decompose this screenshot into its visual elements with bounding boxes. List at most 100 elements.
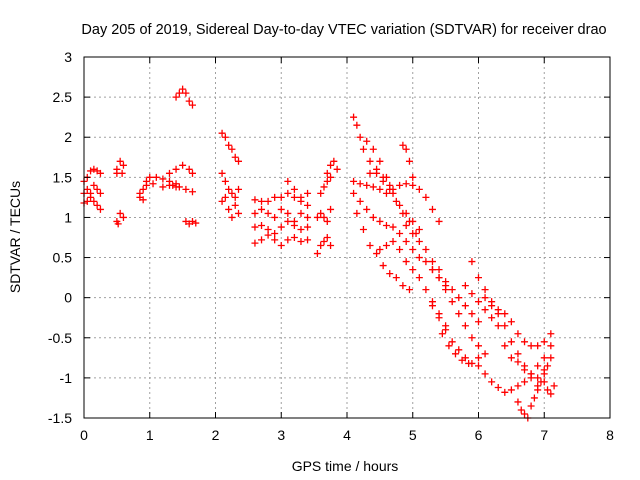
data-point: [83, 197, 91, 205]
series-early-d: [113, 157, 127, 177]
data-point: [547, 342, 555, 350]
data-point: [468, 290, 476, 298]
data-point: [235, 157, 243, 165]
data-point: [514, 398, 522, 406]
y-tick-label: 1: [64, 209, 72, 225]
series-hour2-d: [251, 189, 312, 205]
data-point: [114, 220, 122, 228]
data-point: [376, 157, 384, 165]
data-point: [544, 386, 552, 394]
data-point: [415, 225, 423, 233]
data-point: [475, 354, 482, 362]
data-point: [517, 406, 525, 414]
data-point: [277, 205, 285, 213]
data-point: [389, 238, 397, 246]
data-point: [350, 189, 358, 197]
data-point: [172, 165, 180, 173]
data-point: [228, 145, 236, 153]
data-point: [327, 205, 335, 213]
data-point: [119, 161, 127, 169]
data-point: [221, 133, 229, 141]
data-point: [442, 286, 450, 294]
data-point: [96, 169, 104, 177]
data-point: [225, 141, 233, 149]
series-hour1-f: [182, 217, 200, 228]
data-point: [402, 180, 410, 188]
data-point: [534, 342, 542, 350]
data-point: [534, 382, 542, 390]
data-point: [540, 370, 548, 378]
data-point: [448, 338, 456, 346]
data-point: [363, 181, 371, 189]
data-point: [550, 382, 558, 390]
data-point: [494, 322, 502, 330]
series-early-a: [80, 165, 104, 185]
data-point: [175, 183, 183, 191]
data-point: [356, 197, 364, 205]
data-point: [188, 101, 196, 109]
data-point: [547, 390, 555, 398]
data-point: [514, 382, 522, 390]
data-point: [521, 378, 529, 386]
data-point: [159, 175, 167, 183]
data-point: [353, 121, 361, 129]
data-point: [290, 221, 298, 229]
data-point: [481, 370, 489, 378]
data-point: [540, 354, 548, 362]
data-point: [356, 133, 364, 141]
data-point: [540, 338, 548, 346]
data-point: [409, 266, 417, 274]
data-point: [188, 169, 196, 177]
data-point: [405, 286, 413, 294]
series-hour2-e: [251, 205, 312, 225]
series-main-d: [350, 177, 443, 225]
data-point: [382, 221, 390, 229]
data-point: [172, 93, 180, 101]
data-point: [412, 229, 420, 237]
data-point: [399, 141, 407, 149]
data-point: [284, 189, 292, 197]
data-point: [475, 342, 482, 350]
data-point: [392, 197, 400, 205]
data-point: [461, 302, 469, 310]
data-point: [461, 282, 469, 290]
data-point: [475, 318, 482, 326]
data-point: [458, 356, 466, 364]
series-main-m: [468, 258, 555, 350]
data-point: [373, 165, 381, 173]
data-point: [363, 137, 371, 145]
x-tick-label: 2: [212, 427, 220, 443]
y-tick-label: -1: [60, 370, 73, 386]
data-point: [159, 183, 167, 191]
data-point: [149, 180, 157, 188]
data-point: [396, 181, 404, 189]
data-point: [448, 298, 456, 306]
data-point: [185, 165, 193, 173]
data-point: [501, 310, 509, 318]
data-point: [507, 318, 515, 326]
data-point: [534, 362, 542, 370]
data-point: [317, 189, 325, 197]
data-point: [534, 374, 542, 382]
data-point: [152, 173, 160, 181]
series-main-i: [428, 266, 482, 350]
data-point: [323, 217, 331, 225]
data-point: [409, 173, 417, 181]
chart-title: Day 205 of 2019, Sidereal Day-to-day VTE…: [81, 22, 606, 38]
data-point: [396, 201, 404, 209]
data-point: [435, 266, 443, 274]
data-point: [93, 201, 101, 209]
data-point: [175, 89, 183, 97]
data-point: [119, 213, 127, 221]
data-point: [544, 362, 552, 370]
data-point: [428, 205, 436, 213]
data-point: [225, 205, 233, 213]
data-point: [146, 173, 154, 181]
data-point: [527, 342, 535, 350]
data-point: [353, 209, 361, 217]
data-point: [386, 181, 394, 189]
data-point: [392, 274, 400, 282]
data-point: [389, 223, 397, 231]
series-main-f: [353, 209, 413, 294]
series-main-k: [438, 330, 473, 367]
